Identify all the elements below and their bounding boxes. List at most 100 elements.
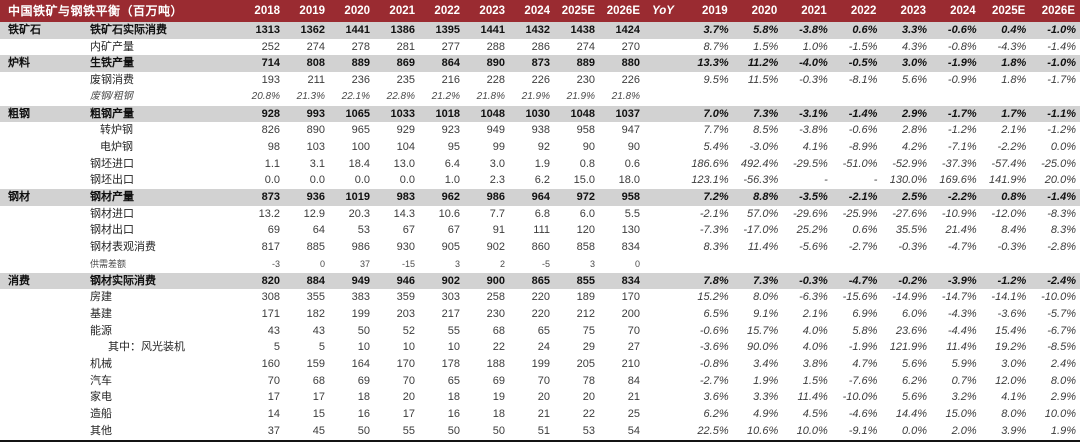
value-cell: 5 xyxy=(240,339,286,357)
table-body: 铁矿石 铁矿石实际消费 1313 1362 1441 1386 1395 1441 1432 14… xyxy=(0,22,1080,442)
yoy-spacer xyxy=(645,189,684,206)
year-header: 2022 xyxy=(420,0,466,22)
yoy-cell: 3.3% xyxy=(732,389,783,407)
yoy-cell: -37.3% xyxy=(931,155,981,173)
value-cell: 1362 xyxy=(285,22,331,39)
value-cell: 203 xyxy=(375,305,421,323)
value-cell: 889 xyxy=(555,55,601,73)
yoy-cell: 90.0% xyxy=(732,339,783,357)
value-cell: 946 xyxy=(375,272,421,290)
table-row: 钢材 钢材产量 873 936 1019 983 962 986 964 972 958 7.2% 8.… xyxy=(0,189,1080,206)
value-cell: 858 xyxy=(555,239,601,256)
value-cell: 308 xyxy=(240,289,286,306)
value-cell: 55 xyxy=(420,322,466,340)
value-cell: 188 xyxy=(465,356,511,373)
yoy-cell: 8.3% xyxy=(683,239,733,256)
value-cell: 10 xyxy=(330,339,376,357)
yoy-cell: 0.6% xyxy=(831,22,882,39)
value-cell: 67 xyxy=(375,222,421,240)
group-cell xyxy=(0,289,88,306)
yoy-cell: 5.6% xyxy=(881,72,932,89)
value-cell: 860 xyxy=(510,239,556,256)
yoy-spacer xyxy=(645,372,684,390)
yoy-cell: -8.5% xyxy=(1030,339,1080,357)
yoy-spacer xyxy=(645,356,684,373)
yoy-cell: -3.6% xyxy=(980,305,1031,323)
yoy-cell xyxy=(1030,255,1080,273)
yoy-year-header: 2026E xyxy=(1030,0,1080,22)
value-cell: 55 xyxy=(375,422,421,442)
yoy-cell: -17.0% xyxy=(732,222,783,240)
yoy-cell: -2.7% xyxy=(683,372,733,390)
yoy-cell: - xyxy=(831,172,882,190)
value-cell: 236 xyxy=(330,72,376,89)
table-row: 能源 43 43 50 52 55 68 65 75 70 -0.6% 15.7% 4.0% 5.8% 23… xyxy=(0,322,1080,340)
value-cell: 20.3 xyxy=(330,205,376,223)
yoy-cell xyxy=(980,88,1031,106)
value-cell: 22.8% xyxy=(375,88,421,106)
yoy-spacer xyxy=(645,22,684,39)
group-cell xyxy=(0,322,88,340)
value-cell: 6.8 xyxy=(510,205,556,223)
yoy-cell: 4.0% xyxy=(782,339,832,357)
group-cell: 粗钢 xyxy=(0,105,88,123)
yoy-cell: -5.7% xyxy=(1030,305,1080,323)
yoy-cell: 5.4% xyxy=(683,138,733,156)
value-cell: 949 xyxy=(465,122,511,139)
table-row: 内矿产量 252 274 278 281 277 288 286 274 270 8.7% 1.5% 1… xyxy=(0,38,1080,56)
yoy-cell: -0.9% xyxy=(931,72,981,89)
yoy-cell: -1.2% xyxy=(931,122,981,139)
yoy-cell: -1.2% xyxy=(1030,122,1080,139)
value-cell: 16 xyxy=(420,406,466,423)
table-row: 房建 308 355 383 359 303 258 220 189 170 15.2% 8.0% -6… xyxy=(0,289,1080,306)
yoy-cell xyxy=(1030,88,1080,106)
value-cell: 986 xyxy=(330,239,376,256)
value-cell: 18 xyxy=(465,406,511,423)
yoy-cell: 6.9% xyxy=(831,305,882,323)
yoy-cell: -7.6% xyxy=(831,372,882,390)
yoy-cell: -25.9% xyxy=(831,205,882,223)
yoy-spacer xyxy=(645,155,684,173)
value-cell: 2 xyxy=(465,255,511,273)
value-cell: 171 xyxy=(240,305,286,323)
yoy-cell: 7.7% xyxy=(683,122,733,139)
yoy-spacer xyxy=(645,88,684,106)
yoy-spacer xyxy=(645,305,684,323)
value-cell: 0.0 xyxy=(285,172,331,190)
value-cell: 69 xyxy=(240,222,286,240)
yoy-cell: 10.0% xyxy=(782,422,832,442)
value-cell: 20 xyxy=(510,389,556,407)
yoy-cell xyxy=(782,255,832,273)
value-cell: 6.0 xyxy=(555,205,601,223)
yoy-cell: -6.7% xyxy=(1030,322,1080,340)
yoy-cell: -4.7% xyxy=(831,272,882,290)
value-cell: 1313 xyxy=(240,22,286,39)
value-cell: 274 xyxy=(285,38,331,56)
value-cell: 54 xyxy=(600,422,646,442)
yoy-cell: -7.1% xyxy=(931,138,981,156)
yoy-cell: 1.5% xyxy=(732,38,783,56)
value-cell: 16 xyxy=(330,406,376,423)
value-cell: 228 xyxy=(465,72,511,89)
value-cell: 3 xyxy=(555,255,601,273)
yoy-year-header: 2025E xyxy=(980,0,1031,22)
row-label: 钢坯进口 xyxy=(88,155,241,173)
yoy-cell: -0.2% xyxy=(881,272,932,290)
yoy-cell: 2.9% xyxy=(881,105,932,123)
yoy-cell: 4.3% xyxy=(881,38,932,56)
table-row: 废钢消费 193 211 236 235 216 228 226 230 226 9.5% 11.5%… xyxy=(0,72,1080,89)
yoy-cell: 3.6% xyxy=(683,389,733,407)
yoy-cell: 10.6% xyxy=(732,422,783,442)
value-cell: 189 xyxy=(555,289,601,306)
table-row: 汽车 70 68 69 70 65 69 70 78 84 -2.7% 1.9% 1.5% -7.6% 6.… xyxy=(0,372,1080,390)
value-cell: 1432 xyxy=(510,22,556,39)
value-cell: 17 xyxy=(285,389,331,407)
yoy-spacer xyxy=(645,422,684,442)
value-cell: 68 xyxy=(465,322,511,340)
yoy-cell: 11.2% xyxy=(732,55,783,73)
yoy-cell: 1.5% xyxy=(782,372,832,390)
yoy-cell: -56.3% xyxy=(732,172,783,190)
yoy-cell: -8.3% xyxy=(1030,205,1080,223)
value-cell: 923 xyxy=(420,122,466,139)
yoy-cell: 22.5% xyxy=(683,422,733,442)
